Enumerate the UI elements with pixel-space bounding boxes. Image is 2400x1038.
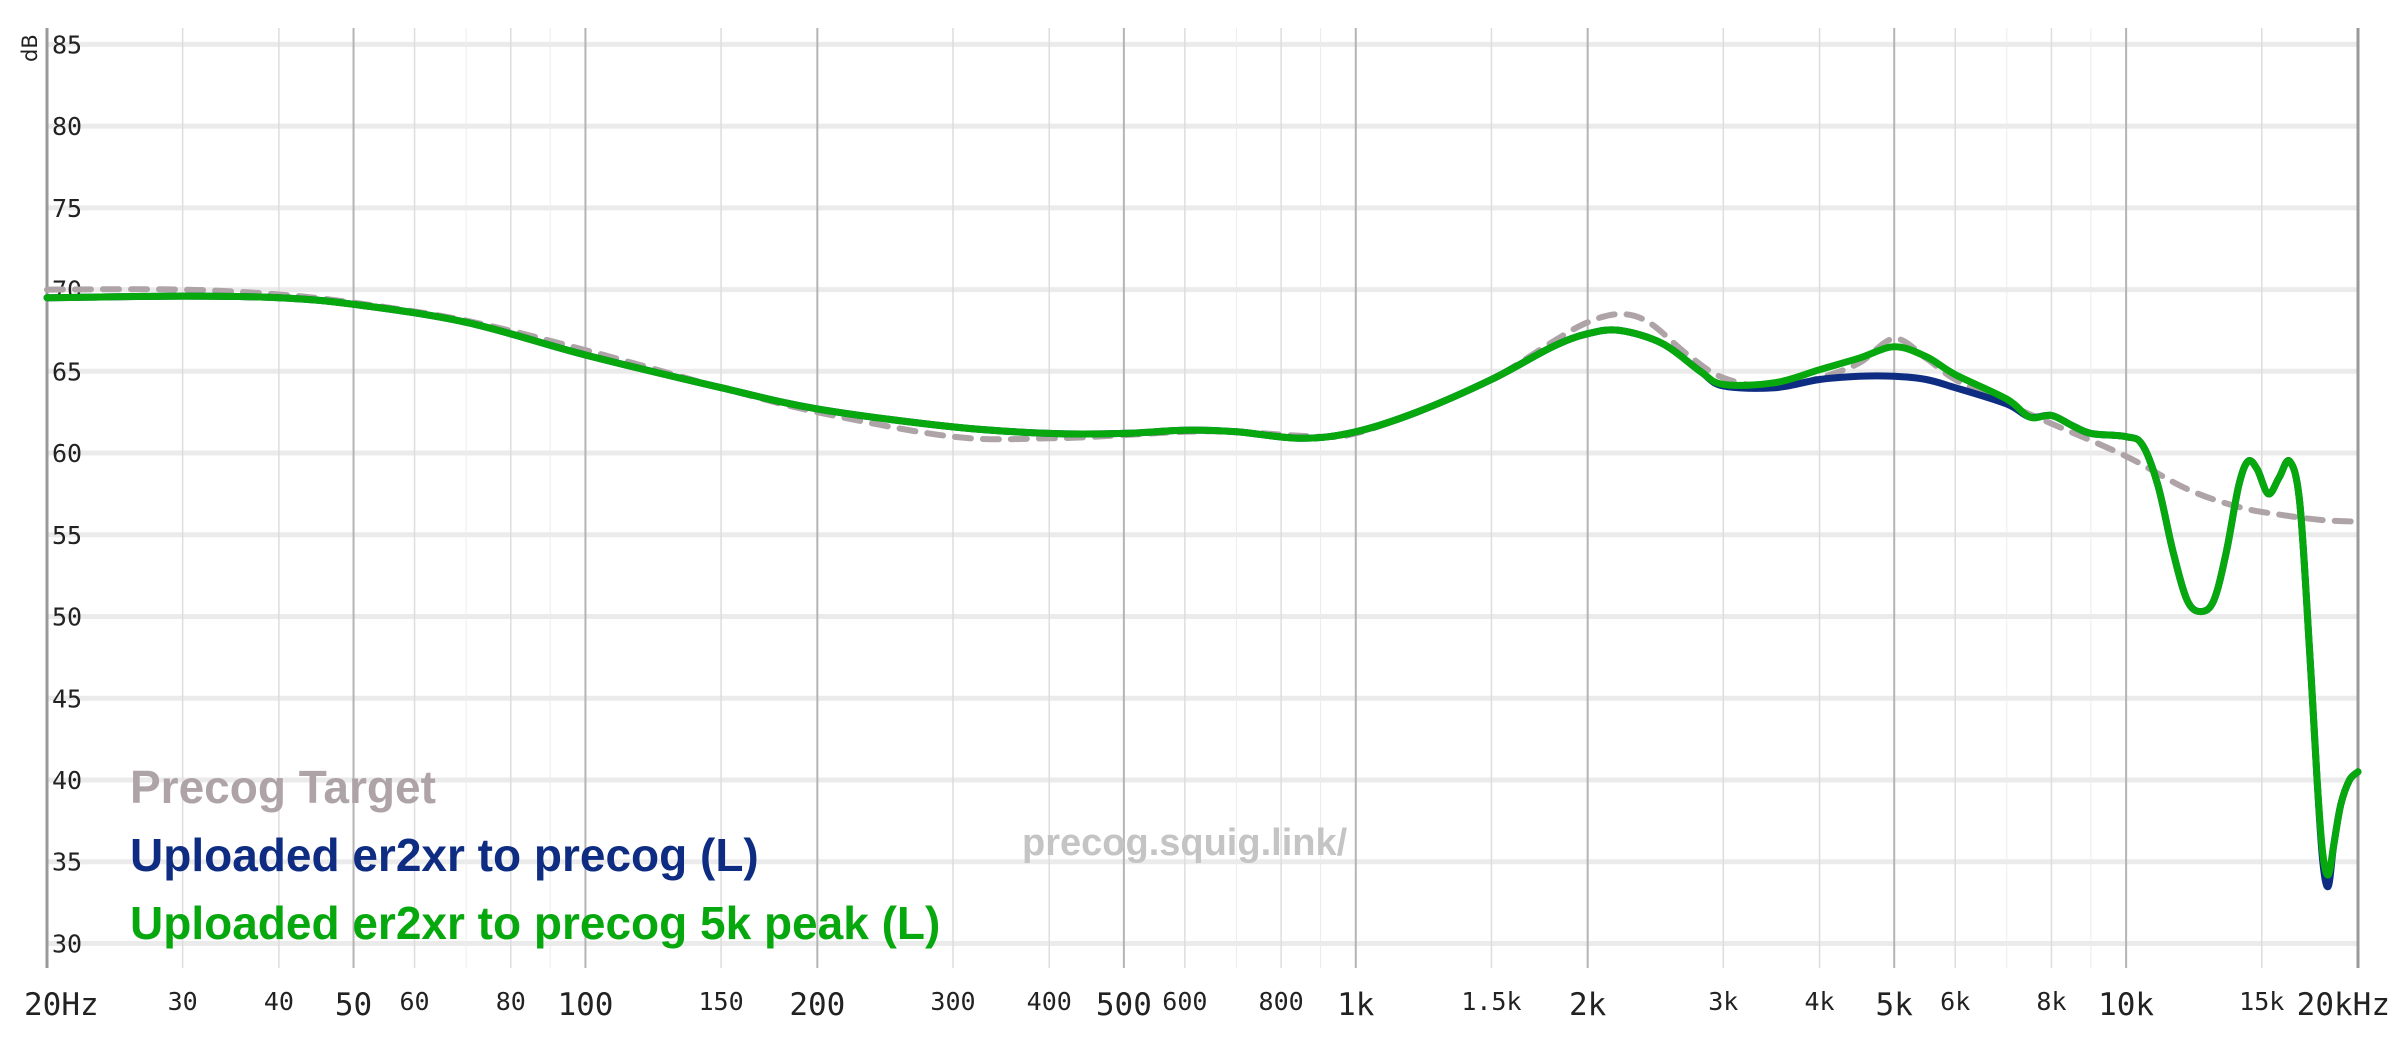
- watermark: precog.squig.link/: [1022, 822, 1348, 864]
- x-tick-label: 400: [1027, 987, 1072, 1016]
- x-tick-label: 150: [699, 987, 744, 1016]
- x-tick-label: 15k: [2239, 987, 2284, 1016]
- x-tick-label: 80: [496, 987, 526, 1016]
- y-tick-label: 85: [52, 30, 82, 59]
- series-line-3: [43, 292, 2362, 879]
- x-tick-label: 800: [1259, 987, 1304, 1016]
- y-tick-label: 60: [52, 439, 82, 468]
- y-tick-label: 30: [52, 929, 82, 958]
- x-tick-label: 3k: [1708, 987, 1738, 1016]
- y-tick-label: 45: [52, 684, 82, 713]
- legend-entry[interactable]: Precog Target: [130, 761, 436, 813]
- x-tick-label: 4k: [1805, 987, 1835, 1016]
- x-tick-label: 2k: [1569, 987, 1607, 1023]
- y-gridlines: [47, 41, 2358, 946]
- x-tick-label: 40: [264, 987, 294, 1016]
- x-tick-label: 100: [557, 987, 613, 1023]
- curve-layer: [43, 286, 2362, 891]
- x-tick-label: 10k: [2098, 987, 2154, 1023]
- x-tick-label: 300: [930, 987, 975, 1016]
- x-tick-labels: 20Hz 30 40 50 60 80 100 150 200 300 400 500 600 800 1k…: [24, 987, 2390, 1023]
- y-tick-label: 55: [52, 521, 82, 550]
- x-tick-label: 20Hz: [24, 987, 99, 1023]
- legend-entry[interactable]: Uploaded er2xr to precog 5k peak (L): [130, 897, 940, 949]
- y-tick-label: 75: [52, 194, 82, 223]
- y-tick-label: 65: [52, 357, 82, 386]
- legend-entry[interactable]: Uploaded er2xr to precog (L): [130, 829, 759, 881]
- x-tick-label: 500: [1096, 987, 1152, 1023]
- x-tick-label: 200: [789, 987, 845, 1023]
- y-tick-label: 50: [52, 603, 82, 632]
- x-gridlines: [45, 28, 2360, 968]
- x-tick-label: 1.5k: [1461, 987, 1521, 1016]
- y-tick-label: 40: [52, 766, 82, 795]
- legend[interactable]: Precog Target Uploaded er2xr to precog (L…: [130, 761, 940, 949]
- x-tick-label: 5k: [1876, 987, 1914, 1023]
- x-tick-label: 20kHz: [2297, 987, 2390, 1023]
- x-tick-label: 50: [335, 987, 372, 1023]
- x-tick-label: 30: [168, 987, 198, 1016]
- x-tick-label: 60: [399, 987, 429, 1016]
- x-tick-label: 600: [1162, 987, 1207, 1016]
- y-tick-label: 80: [52, 112, 82, 141]
- x-tick-label: 6k: [1940, 987, 1970, 1016]
- y-tick-label: 35: [52, 848, 82, 877]
- x-tick-label: 1k: [1337, 987, 1375, 1023]
- x-tick-label: 8k: [2036, 987, 2066, 1016]
- y-axis-unit-label: dB: [18, 34, 42, 62]
